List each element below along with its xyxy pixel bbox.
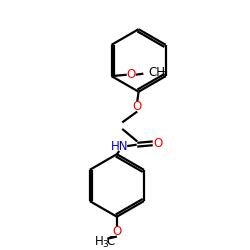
Text: H: H — [94, 236, 103, 248]
Text: O: O — [153, 137, 162, 150]
Text: CH: CH — [148, 66, 165, 79]
Text: C: C — [106, 236, 115, 248]
Text: HN: HN — [111, 140, 128, 152]
Text: O: O — [112, 225, 122, 238]
Text: 3: 3 — [161, 71, 166, 80]
Text: O: O — [132, 100, 142, 113]
Text: 3: 3 — [102, 240, 108, 249]
Text: O: O — [126, 68, 136, 81]
